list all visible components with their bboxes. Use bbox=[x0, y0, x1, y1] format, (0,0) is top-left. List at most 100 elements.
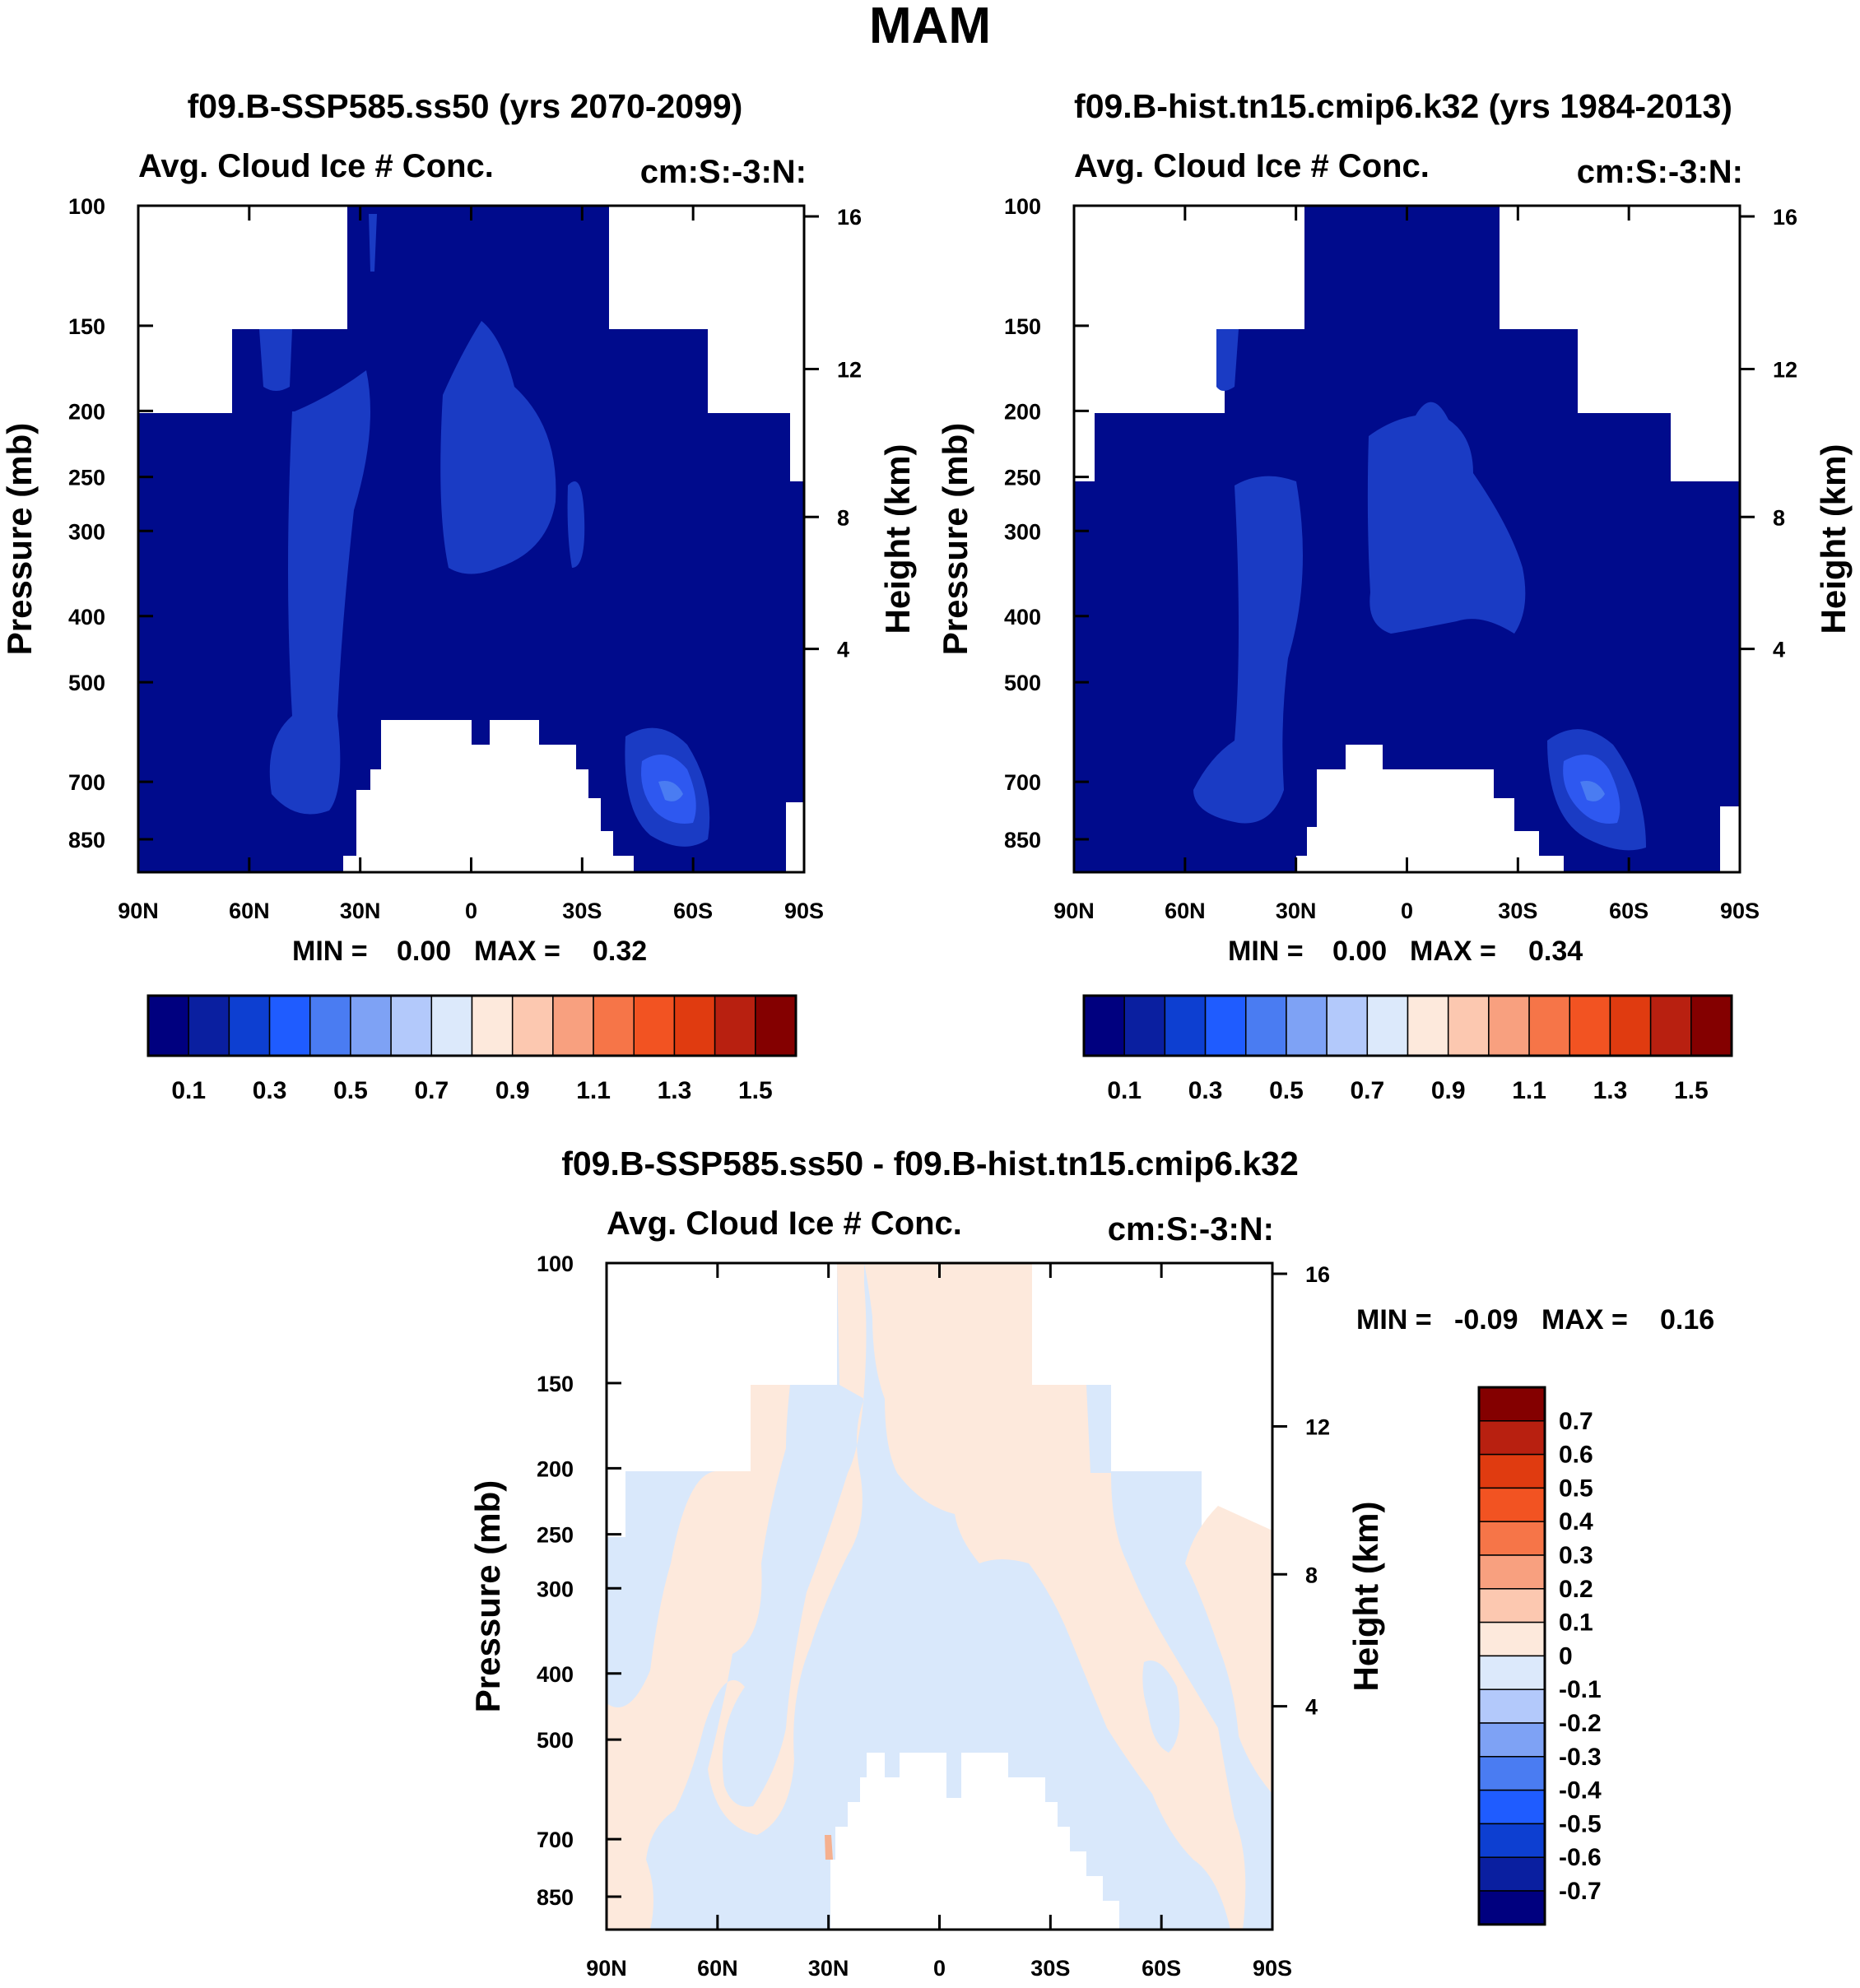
max-label: MAX = bbox=[1410, 936, 1496, 967]
y-tick-label: 100 bbox=[537, 1252, 574, 1276]
x-tick-label: 90N bbox=[118, 899, 159, 923]
x-tick-label: 30S bbox=[1498, 899, 1537, 923]
colorbar-box bbox=[309, 995, 351, 1057]
colorbar-label: 0 bbox=[1559, 1642, 1573, 1670]
x-tick-label: 0 bbox=[465, 899, 477, 923]
colorbar-label: 0.7 bbox=[414, 1077, 449, 1104]
y2-tick-label: 8 bbox=[1773, 505, 1785, 530]
contour-0.1-equator bbox=[1367, 402, 1526, 634]
x-tick-label: 90N bbox=[1053, 899, 1095, 923]
colorbar-box bbox=[471, 995, 514, 1057]
colorbar: 0.1 0.3 0.5 0.7 0.9 1.1 1.3 1.5 bbox=[1082, 994, 1733, 1104]
y-tick-label: 400 bbox=[68, 605, 105, 629]
axes: 90N 60N 30N 0 30S 60S 90S 100 150 200 250 300 400 500… bbox=[468, 1252, 1385, 1981]
panel-title: f09.B-SSP585.ss50 - f09.B-hist.tn15.cmip… bbox=[561, 1145, 1299, 1182]
colorbar-box bbox=[430, 995, 473, 1057]
panel-title: f09.B-hist.tn15.cmip6.k32 (yrs 1984-2013… bbox=[1074, 87, 1732, 125]
y2-axis-label: Height (km) bbox=[878, 444, 917, 634]
y-tick-label: 700 bbox=[1004, 770, 1041, 795]
x-tick-label: 90S bbox=[784, 899, 824, 923]
panel-hist: f09.B-hist.tn15.cmip6.k32 (yrs 1984-2013… bbox=[936, 87, 1853, 1104]
contour-0.1-equator bbox=[440, 321, 556, 574]
colorbar-box bbox=[1083, 995, 1125, 1057]
right-string: cm:S:-3:N: bbox=[1577, 154, 1743, 190]
colorbar-label: 0.9 bbox=[1431, 1077, 1466, 1104]
colorbar-box bbox=[1478, 1688, 1546, 1724]
colorbar-box bbox=[1478, 1756, 1546, 1791]
y2-tick-label: 12 bbox=[1305, 1414, 1330, 1439]
y-tick-label: 250 bbox=[68, 466, 105, 490]
colorbar-box bbox=[1326, 995, 1369, 1057]
colorbar-label: 0.6 bbox=[1559, 1442, 1593, 1469]
colorbar-box bbox=[228, 995, 271, 1057]
min-value: 0.00 bbox=[1332, 936, 1387, 967]
contour-0.1-south-small bbox=[567, 481, 585, 568]
panel-title: f09.B-SSP585.ss50 (yrs 2070-2099) bbox=[188, 87, 743, 125]
colorbar-label: 0.1 bbox=[1107, 1077, 1142, 1104]
colorbar: 0.1 0.3 0.5 0.7 0.9 1.1 1.3 1.5 bbox=[146, 994, 797, 1104]
y2-axis-label: Height (km) bbox=[1814, 444, 1853, 634]
left-string: Avg. Cloud Ice # Conc. bbox=[1074, 148, 1430, 184]
x-tick-label: 60N bbox=[1165, 899, 1206, 923]
y-tick-label: 500 bbox=[68, 671, 105, 695]
y2-tick-label: 16 bbox=[1773, 205, 1797, 230]
x-tick-label: 60N bbox=[697, 1956, 738, 1981]
y-tick-label: 250 bbox=[1004, 466, 1041, 490]
y-tick-label: 150 bbox=[537, 1372, 574, 1396]
colorbar-box bbox=[1478, 1722, 1546, 1758]
y-axis-label: Pressure (mb) bbox=[0, 423, 39, 655]
y-tick-label: 400 bbox=[1004, 605, 1041, 629]
max-value: 0.32 bbox=[593, 936, 647, 967]
min-value: -0.09 bbox=[1454, 1304, 1518, 1335]
colorbar-box bbox=[1528, 995, 1570, 1057]
panel-ssp585: f09.B-SSP585.ss50 (yrs 2070-2099) Avg. C… bbox=[0, 87, 917, 1104]
colorbar-box bbox=[1478, 1453, 1546, 1489]
contour-0.1-upper bbox=[1216, 329, 1239, 391]
y-tick-label: 200 bbox=[537, 1456, 574, 1481]
colorbar-box bbox=[1478, 1789, 1546, 1825]
colorbar-box bbox=[511, 995, 554, 1057]
colorbar-box bbox=[1447, 995, 1490, 1057]
colorbar-box bbox=[1478, 1521, 1546, 1556]
colorbar-box bbox=[1478, 1554, 1546, 1590]
y-tick-label: 400 bbox=[537, 1662, 574, 1687]
colorbar-label: -0.4 bbox=[1559, 1777, 1602, 1805]
colorbar-label: -0.3 bbox=[1559, 1744, 1602, 1771]
y-tick-label: 500 bbox=[1004, 671, 1041, 695]
colorbar-box bbox=[673, 995, 716, 1057]
y-tick-label: 850 bbox=[537, 1885, 574, 1910]
colorbar-label: 0.5 bbox=[333, 1077, 368, 1104]
min-label: MIN = bbox=[1228, 936, 1304, 967]
y-tick-label: 200 bbox=[68, 399, 105, 424]
colorbar-box bbox=[188, 995, 230, 1057]
colorbar-label: 0.9 bbox=[495, 1077, 530, 1104]
y2-tick-label: 8 bbox=[1305, 1563, 1318, 1587]
contour-0.1-north bbox=[269, 370, 370, 815]
colorbar-box bbox=[1649, 995, 1692, 1057]
colorbar-box bbox=[1478, 1655, 1546, 1690]
field-positive-south bbox=[1185, 1506, 1272, 1794]
axes: 90N 60N 30N 0 30S 60S 90S 100 150 200 250 300 400 500… bbox=[0, 194, 917, 923]
y-tick-label: 250 bbox=[537, 1523, 574, 1548]
colorbar-label: 0.3 bbox=[253, 1077, 287, 1104]
colorbar-box bbox=[1478, 1588, 1546, 1623]
colorbar-label: 0.7 bbox=[1350, 1077, 1384, 1104]
colorbar-label: -0.7 bbox=[1559, 1878, 1602, 1905]
y2-tick-label: 12 bbox=[837, 357, 862, 382]
y2-tick-label: 4 bbox=[837, 638, 849, 662]
x-tick-label: 30S bbox=[1030, 1956, 1070, 1981]
colorbar-box bbox=[1204, 995, 1247, 1057]
colorbar-box bbox=[147, 995, 189, 1057]
y-tick-label: 700 bbox=[68, 770, 105, 795]
colorbar-label: -0.1 bbox=[1559, 1676, 1602, 1703]
y2-axis-label: Height (km) bbox=[1346, 1502, 1385, 1692]
x-tick-label: 90S bbox=[1720, 899, 1760, 923]
x-tick-label: 60S bbox=[673, 899, 713, 923]
x-tick-label: 0 bbox=[1401, 899, 1413, 923]
max-label: MAX = bbox=[474, 936, 560, 967]
y-tick-label: 200 bbox=[1004, 399, 1041, 424]
y-tick-label: 300 bbox=[537, 1577, 574, 1601]
colorbar-box bbox=[1245, 995, 1287, 1057]
y2-tick-label: 8 bbox=[837, 505, 849, 530]
colorbar-label: 0.1 bbox=[1559, 1609, 1593, 1637]
